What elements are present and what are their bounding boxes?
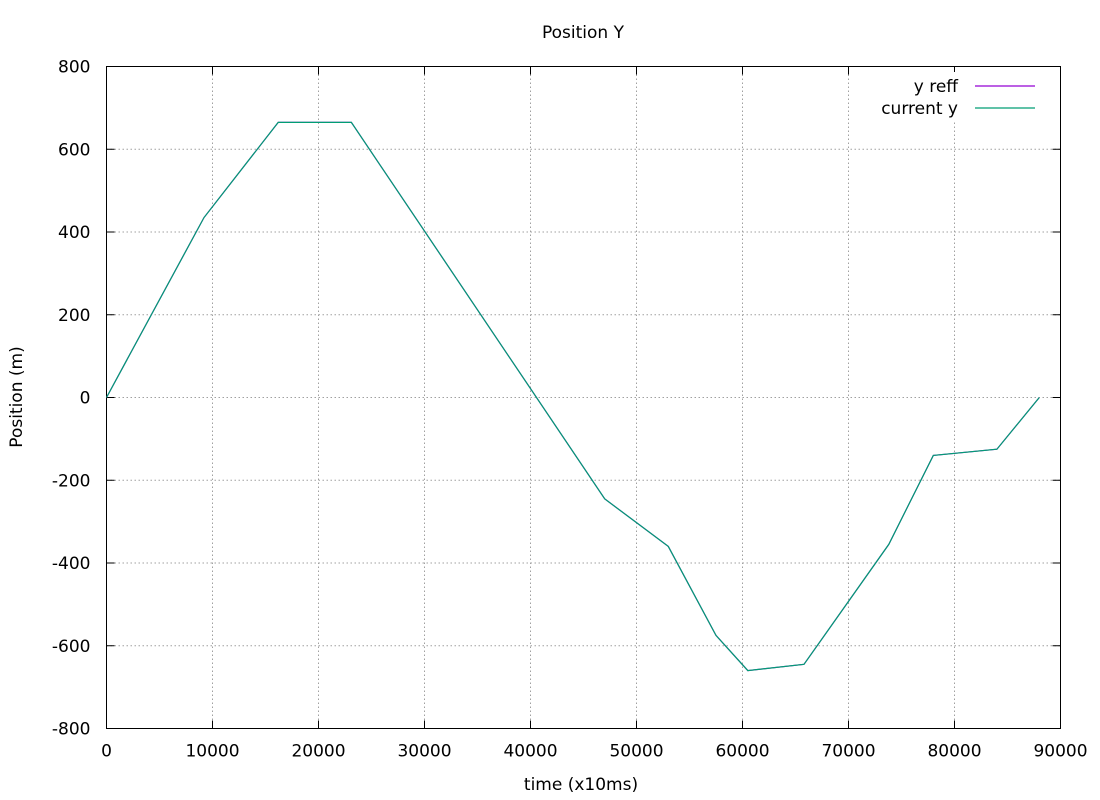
y-tick-label: -400 xyxy=(52,554,91,574)
series-line-y-reff xyxy=(105,121,1040,672)
y-tick-label: -600 xyxy=(52,637,91,657)
y-axis-label: Position (m) xyxy=(7,346,27,447)
chart-title: Position Y xyxy=(542,23,625,43)
series-line-current-y xyxy=(105,121,1040,672)
legend-background xyxy=(850,72,1050,120)
y-tick-label: 400 xyxy=(58,223,90,243)
x-tick-label: 70000 xyxy=(821,742,875,762)
x-tick-label: 10000 xyxy=(185,742,239,762)
x-tick-label: 20000 xyxy=(291,742,345,762)
grid-layer xyxy=(106,66,1061,729)
y-tick-label: 800 xyxy=(58,58,90,78)
y-tick-label: -200 xyxy=(52,471,91,491)
legend-label: current y xyxy=(881,99,958,119)
x-tick-label: 50000 xyxy=(609,742,663,762)
x-tick-label: 80000 xyxy=(927,742,981,762)
series-layer xyxy=(105,121,1040,672)
x-tick-label: 0 xyxy=(101,742,112,762)
legend-label: y reff xyxy=(914,77,960,97)
y-tick-label: -800 xyxy=(52,720,91,740)
tick-layer: 0 10000 20000 30000 40000 50000 60000 70000 8000… xyxy=(52,58,1088,762)
y-tick-label: 200 xyxy=(58,306,90,326)
y-tick-label: 0 xyxy=(80,389,91,409)
x-tick-label: 40000 xyxy=(503,742,557,762)
x-tick-label: 90000 xyxy=(1033,742,1087,762)
x-axis-label: time (x10ms) xyxy=(524,775,638,795)
x-tick-label: 30000 xyxy=(397,742,451,762)
x-tick-label: 60000 xyxy=(715,742,769,762)
y-tick-label: 600 xyxy=(58,140,90,160)
